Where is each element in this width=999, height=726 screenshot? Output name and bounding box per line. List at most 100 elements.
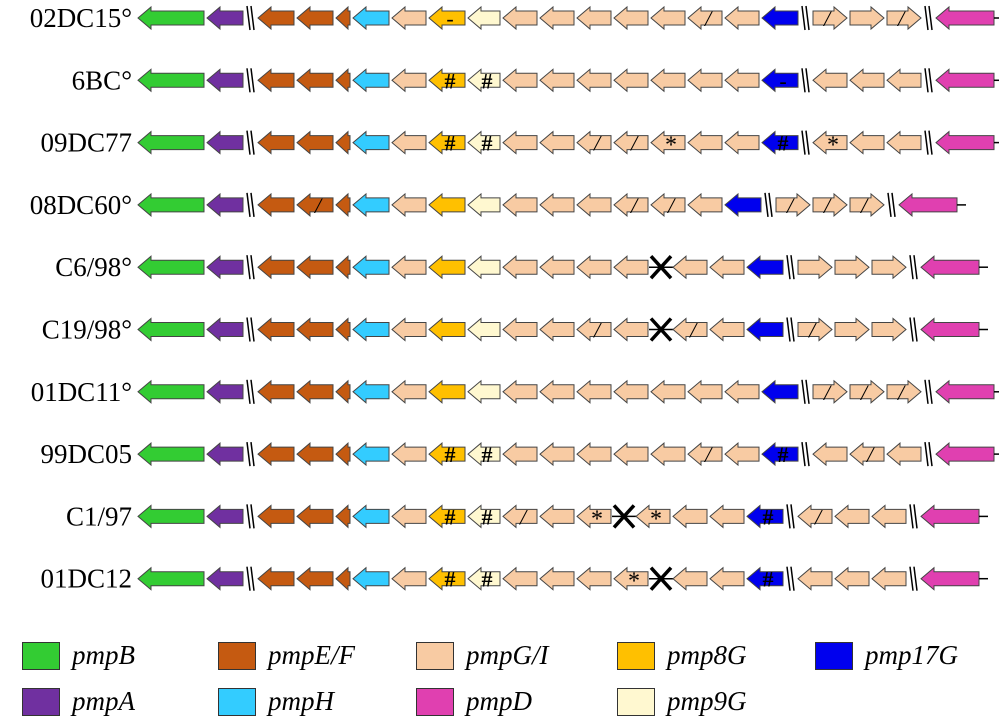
pmpgi-gene-arrow [502, 504, 538, 529]
pmpef-gene-arrow [257, 566, 295, 591]
pmpgi-gene-arrow [502, 68, 538, 93]
pmpgi-gene-arrow [613, 192, 649, 217]
pmpgi-gene-arrow [613, 255, 649, 280]
legend-label: pmp9G [667, 686, 747, 716]
gap-break-mark [246, 192, 255, 217]
deletion-x-mark [649, 255, 673, 280]
pmpgi-gene-arrow [576, 130, 612, 155]
pmpgi-gene-arrow [539, 68, 575, 93]
pmp17g-gene-arrow [761, 130, 799, 155]
pmph-gene-arrow [352, 317, 390, 342]
pmpgi-gene-arrow [871, 317, 907, 342]
gap-break-mark [246, 379, 255, 404]
gap-break-mark [246, 442, 255, 467]
gene-row: 09DC77 # # / / * # * [40, 128, 999, 159]
pmpa-gene-arrow [206, 68, 244, 93]
pmp9g-gene-arrow [467, 379, 501, 404]
pmpa-gene-arrow [206, 192, 244, 217]
legend-label: pmpA [72, 686, 135, 716]
pmpa-gene-arrow [206, 5, 244, 31]
pmpef-gene-arrow [335, 255, 351, 280]
mutation-mark: # [482, 131, 493, 156]
mutation-mark: * [591, 506, 603, 532]
pmpef-gene-arrow [296, 5, 334, 31]
pmp17g-gene-arrow [761, 442, 799, 467]
pmpd-gene-arrow [935, 130, 995, 155]
strain-label: C19/98° [42, 315, 132, 345]
gap-break-mark [924, 442, 933, 467]
pmpgi-gene-arrow [539, 5, 575, 31]
pmpef-gene-arrow [335, 504, 351, 529]
pmpgi-gene-arrow [709, 504, 745, 529]
pmpgi-gene-arrow [635, 504, 671, 529]
pmpb-gene-arrow [137, 317, 205, 342]
pmpgi-gene-arrow [576, 317, 612, 342]
gap-break-mark [786, 566, 795, 591]
pmpgi-gene-arrow [539, 317, 575, 342]
pmpgi-gene-arrow [502, 255, 538, 280]
mutation-mark: / [896, 380, 906, 405]
pmpgi-gene-arrow [576, 255, 612, 280]
pmpef-gene-arrow [257, 504, 295, 529]
mutation-mark: # [445, 131, 456, 156]
pmpgi-gene-arrow [834, 566, 870, 591]
pmpef-gene-arrow [296, 255, 334, 280]
pmpa-gene-arrow [206, 255, 244, 280]
gap-break-mark [246, 504, 255, 529]
pmp17g-gene-arrow [761, 68, 799, 93]
pmph-gene-arrow [352, 442, 390, 467]
gene-row: 01DC12 # # * # [40, 564, 988, 595]
pmpgi-gene-arrow [539, 192, 575, 217]
mutation-mark: / [822, 380, 832, 405]
gap-break-mark [801, 442, 810, 467]
pmpgi-gene-arrow [849, 5, 885, 31]
mutation-mark: * [827, 133, 839, 159]
pmp17g-gene-arrow [746, 317, 784, 342]
pmpb-gene-arrow [137, 68, 205, 93]
pmpd-gene-arrow [935, 442, 995, 467]
pmpb-gene-arrow [137, 5, 205, 31]
pmpgi-gene-arrow [709, 317, 745, 342]
pmpef-gene-arrow [335, 441, 351, 467]
pmpgi-gene-arrow [812, 5, 848, 31]
pmpgi-gene-arrow [391, 130, 427, 155]
pmpgi-gene-arrow [391, 566, 427, 591]
pmpa-gene-arrow [206, 442, 244, 467]
pmpef-gene-arrow [335, 317, 351, 342]
pmpgi-gene-arrow [834, 317, 870, 342]
pmpgi-gene-arrow [613, 442, 649, 467]
legend-item-pmp9g: pmp9G [617, 686, 747, 717]
pmpa-gene-arrow [206, 130, 244, 155]
pmpgi-gene-arrow [502, 317, 538, 342]
pmpgi-gene-arrow [871, 504, 907, 529]
pmpgi-gene-arrow [391, 68, 427, 93]
legend-item-pmpd: pmpD [416, 686, 532, 717]
gap-break-mark [801, 379, 810, 404]
gap-break-mark [909, 317, 918, 342]
pmpgi-gene-arrow [502, 566, 538, 591]
pmpef-gene-arrow [335, 68, 351, 93]
pmpgi-gene-arrow [797, 504, 833, 529]
pmpgi-gene-arrow [502, 379, 538, 404]
pmpb-gene-arrow [137, 192, 205, 217]
pmpef-gene-arrow [335, 5, 351, 31]
mutation-mark: / [703, 6, 713, 31]
pmpgi-gene-arrow [709, 255, 745, 280]
pmp17g-gene-arrow [761, 5, 799, 31]
pmpd-gene-arrow [898, 192, 958, 217]
legend-label: pmpD [466, 686, 532, 716]
legend-swatch [617, 641, 655, 670]
legend-label: pmp8G [667, 640, 747, 670]
strain-label: 99DC05 [40, 439, 132, 469]
pmpd-gene-arrow [935, 5, 995, 31]
mutation-mark: / [688, 318, 698, 343]
pmpgi-gene-arrow [613, 566, 649, 591]
legend: pmpB pmpE/F pmpG/I pmp8G pmp17G pmpA pmpH pmpD p… [0, 630, 999, 726]
mutation-mark: # [778, 131, 789, 156]
gene-row: C19/98° / / / [42, 315, 988, 345]
pmpef-gene-arrow [257, 317, 295, 342]
pmpgi-gene-arrow [576, 566, 612, 591]
pmpb-gene-arrow [137, 442, 205, 467]
pmpef-gene-arrow [296, 68, 334, 93]
pmpgi-gene-arrow [871, 255, 907, 280]
